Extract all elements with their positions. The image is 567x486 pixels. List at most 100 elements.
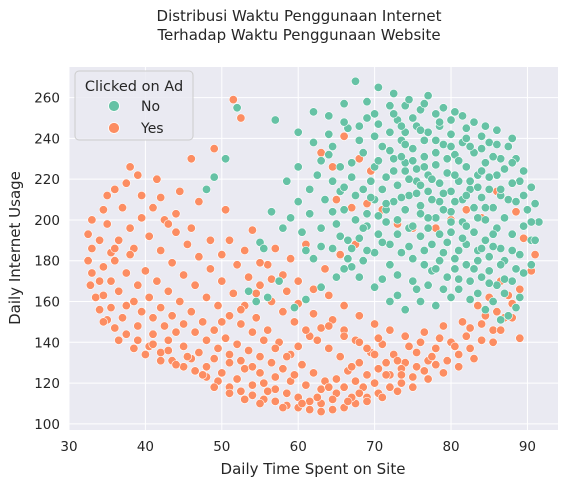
data-point-yes [331,195,341,205]
data-point-yes [247,380,257,390]
data-point-no [389,154,399,164]
data-point-yes [339,131,349,141]
data-point-yes [324,343,334,353]
data-point-yes [156,356,166,366]
data-point-yes [450,341,460,351]
data-point-no [492,125,502,135]
legend-label-no: No [141,99,160,115]
data-point-yes [247,225,257,235]
data-point-yes [163,335,173,345]
y-axis-label: Daily Internet Usage [6,171,24,325]
data-point-yes [347,362,357,372]
data-point-no [457,233,467,243]
data-point-no [480,305,490,315]
data-point-yes [496,325,506,335]
data-point-yes [163,219,173,229]
data-point-no [392,180,402,190]
data-point-yes [102,191,112,201]
data-point-yes [343,396,353,406]
data-point-yes [213,301,223,311]
data-point-no [415,296,425,306]
data-point-no [515,250,525,260]
data-point-no [366,193,376,203]
data-point-no [339,264,349,274]
data-point-yes [156,347,166,357]
data-point-yes [85,280,95,290]
data-point-no [404,95,414,105]
data-point-no [251,296,261,306]
data-point-no [492,280,502,290]
data-point-no [450,264,460,274]
data-point-no [389,197,399,207]
data-point-no [370,109,380,119]
x-tick-label: 60 [290,439,307,455]
data-point-yes [473,301,483,311]
data-point-yes [87,215,97,225]
data-point-no [438,188,448,198]
data-point-yes [225,349,235,359]
data-point-no [358,223,368,233]
y-tick-label: 260 [34,91,60,107]
data-point-no [301,294,311,304]
data-point-no [328,244,338,254]
data-point-no [301,246,311,256]
data-point-no [503,142,513,152]
data-point-no [446,115,456,125]
data-point-yes [152,174,162,184]
data-point-yes [190,327,200,337]
data-point-no [496,315,506,325]
data-point-no [221,154,231,164]
data-point-no [454,156,464,166]
data-point-yes [328,162,338,172]
x-tick-label: 40 [137,439,154,455]
data-point-no [316,242,326,252]
data-point-yes [175,296,185,306]
data-point-yes [236,113,246,123]
data-point-no [392,229,402,239]
data-point-no [446,142,456,152]
data-point-yes [362,370,372,380]
data-point-yes [148,339,158,349]
data-point-yes [209,144,219,154]
data-point-yes [125,162,135,172]
data-point-no [454,284,464,294]
data-point-no [431,213,441,223]
data-point-yes [324,321,334,331]
data-point-no [412,164,422,174]
data-point-no [435,117,445,127]
data-point-yes [202,362,212,372]
data-point-no [465,294,475,304]
data-point-no [438,140,448,150]
series-no [202,76,544,325]
data-point-no [347,172,357,182]
data-point-no [347,262,357,272]
data-point-no [396,193,406,203]
data-point-no [293,162,303,172]
data-point-yes [83,229,93,239]
data-point-no [465,276,475,286]
data-point-no [457,111,467,121]
data-point-yes [396,370,406,380]
data-point-no [530,199,540,209]
data-point-no [473,288,483,298]
data-point-no [477,144,487,154]
data-point-no [480,203,490,213]
data-point-no [347,244,357,254]
data-point-yes [255,368,265,378]
data-point-no [488,152,498,162]
data-point-no [400,205,410,215]
data-point-yes [87,268,97,278]
data-point-no [358,184,368,194]
data-point-no [412,188,422,198]
data-point-yes [370,349,380,359]
data-point-no [316,156,326,166]
data-point-yes [182,352,192,362]
data-point-no [423,213,433,223]
data-point-yes [225,388,235,398]
data-point-no [408,156,418,166]
data-point-yes [454,362,464,372]
data-point-yes [263,260,273,270]
data-point-no [392,290,402,300]
data-point-yes [465,343,475,353]
data-point-yes [228,95,238,105]
